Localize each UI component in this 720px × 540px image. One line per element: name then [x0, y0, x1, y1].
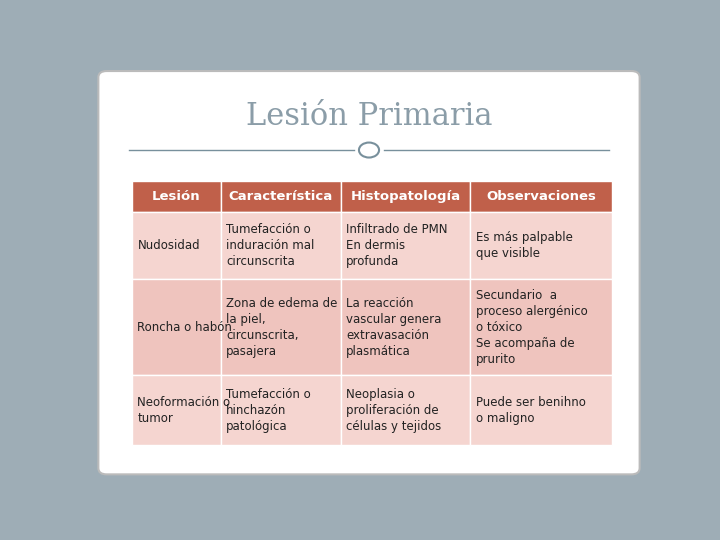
Bar — [341, 375, 470, 445]
Text: Puede ser benihno
o maligno: Puede ser benihno o maligno — [476, 396, 585, 425]
Text: Es más palpable
que visible: Es más palpable que visible — [476, 231, 572, 260]
Bar — [220, 181, 341, 212]
Text: Roncha o habón: Roncha o habón — [138, 321, 233, 334]
Text: Infiltrado de PMN
En dermis
profunda: Infiltrado de PMN En dermis profunda — [346, 224, 448, 268]
Bar — [341, 279, 470, 375]
Bar — [341, 181, 470, 212]
Bar — [132, 279, 220, 375]
Text: Neoplasia o
proliferación de
células y tejidos: Neoplasia o proliferación de células y t… — [346, 388, 441, 433]
Text: Zona de edema de
la piel,
circunscrita,
pasajera: Zona de edema de la piel, circunscrita, … — [226, 297, 338, 358]
Bar — [341, 212, 470, 279]
Bar — [132, 212, 220, 279]
Text: Histopatología: Histopatología — [351, 190, 461, 204]
Text: Neoformación o
tumor: Neoformación o tumor — [138, 396, 230, 425]
Text: Secundario  a
proceso alergénico
o tóxico
Se acompaña de
prurito: Secundario a proceso alergénico o tóxico… — [476, 289, 588, 366]
Text: Lesión Primaria: Lesión Primaria — [246, 102, 492, 132]
Bar — [132, 375, 220, 445]
Text: Tumefacción o
induración mal
circunscrita: Tumefacción o induración mal circunscrit… — [226, 224, 315, 268]
FancyBboxPatch shape — [99, 71, 639, 474]
Text: Característica: Característica — [228, 190, 333, 204]
Bar — [470, 181, 612, 212]
Circle shape — [359, 143, 379, 158]
Text: Nudosidad: Nudosidad — [138, 239, 200, 252]
Bar — [470, 375, 612, 445]
Bar — [132, 181, 220, 212]
Bar — [220, 279, 341, 375]
Text: Tumefacción o
hinchazón
patológica: Tumefacción o hinchazón patológica — [226, 388, 311, 433]
Text: Observaciones: Observaciones — [486, 190, 596, 204]
Text: Lesión: Lesión — [152, 190, 201, 204]
Bar — [470, 279, 612, 375]
Bar — [220, 375, 341, 445]
Bar — [470, 212, 612, 279]
Bar — [220, 212, 341, 279]
Text: La reacción
vascular genera
extravasación
plasmática: La reacción vascular genera extravasació… — [346, 297, 441, 358]
